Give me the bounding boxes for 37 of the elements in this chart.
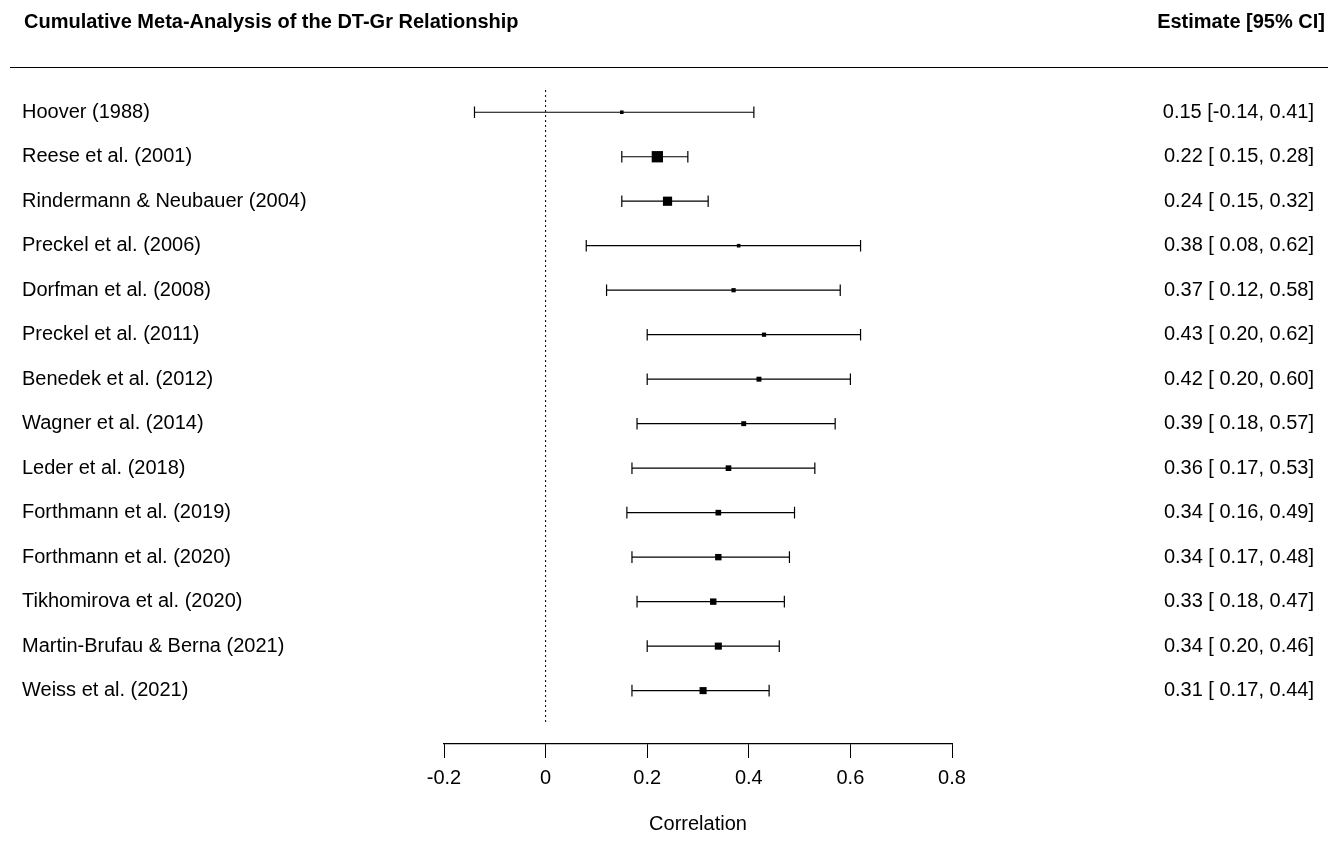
y-tick-label: Preckel et al. (2006) [22,233,201,256]
data-label: 0.31 [ 0.17, 0.44] [1163,678,1314,701]
y-tick-label: Martin-Brufau & Berna (2021) [22,633,285,656]
data-label: 0.43 [ 0.20, 0.62] [1163,322,1314,345]
data-label: 0.34 [ 0.16, 0.49] [1163,500,1314,523]
data-label: 0.42 [ 0.20, 0.60] [1163,366,1314,389]
x-tick-label: -0.2 [426,765,462,788]
data-label: 0.33 [ 0.18, 0.47] [1163,589,1314,612]
data-label: 0.37 [ 0.12, 0.58] [1163,277,1314,300]
text: Cumulative Meta-Analysis of the DT-Gr Relationship [24,10,519,33]
y-tick-label: Preckel et al. (2011) [22,322,200,345]
data-label: 0.24 [ 0.15, 0.32] [1163,188,1314,211]
y-tick-label: Hoover (1988) [22,99,150,122]
y-tick-label: Reese et al. (2001) [22,144,193,167]
y-tick-label: Rindermann & Neubauer (2004) [22,188,307,211]
y-tick-label: Forthmann et al. (2019) [22,500,231,523]
x-axis-title: Correlation [649,811,747,834]
y-tick-label: Tikhomirova et al. (2020) [22,589,243,612]
data-label: 0.22 [ 0.15, 0.28] [1163,144,1314,167]
x-tick-label: 0 [540,765,552,788]
y-tick-label: Wagner et al. (2014) [22,411,204,434]
data-label: 0.15 [-0.14, 0.41] [1162,99,1314,122]
y-tick-label: Dorfman et al. (2008) [22,277,211,300]
data-label: 0.34 [ 0.17, 0.48] [1163,544,1314,567]
text: Estimate [95% CI] [1157,10,1325,33]
data-label: 0.36 [ 0.17, 0.53] [1163,455,1314,478]
y-tick-label: Benedek et al. (2012) [22,366,214,389]
y-tick-label: Forthmann et al. (2020) [22,544,231,567]
data-label: 0.38 [ 0.08, 0.62] [1163,233,1314,256]
y-tick-label: Leder et al. (2018) [22,455,186,478]
data-label: 0.34 [ 0.20, 0.46] [1163,633,1314,656]
y-tick-label: Weiss et al. (2021) [22,678,189,701]
x-tick-label: 0.2 [633,765,662,788]
x-tick-label: 0.6 [836,765,865,788]
data-label: 0.39 [ 0.18, 0.57] [1163,411,1314,434]
x-tick-label: 0.4 [734,765,763,788]
x-tick-label: 0.8 [938,765,966,788]
